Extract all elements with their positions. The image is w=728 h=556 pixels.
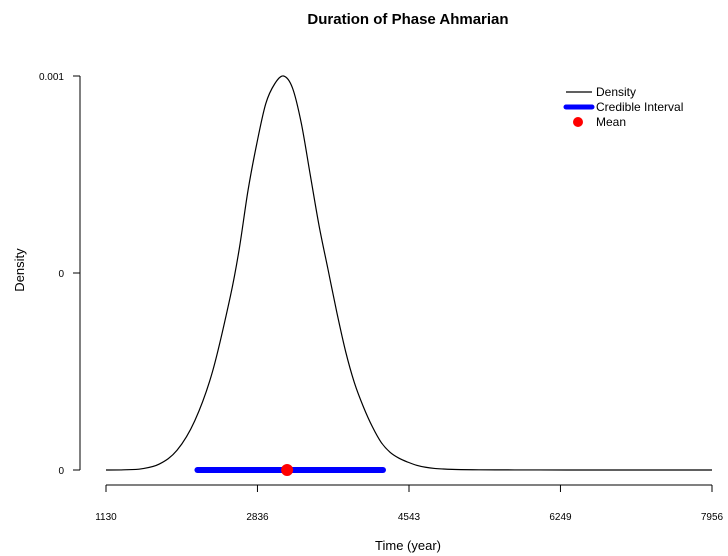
mean-point xyxy=(281,464,294,476)
x-axis-label: Time (year) xyxy=(375,538,441,553)
x-tick-label: 6249 xyxy=(549,512,572,523)
legend: Density Credible Interval Mean xyxy=(563,85,683,129)
x-ticks: 1130 2836 4543 6249 7956 xyxy=(95,485,724,523)
legend-mean-label: Mean xyxy=(596,115,626,129)
y-tick-label: 0.001 xyxy=(39,72,64,83)
legend-mean-swatch xyxy=(573,117,583,127)
y-tick-label: 0 xyxy=(58,269,64,280)
y-ticks: 0 0 0.001 xyxy=(39,72,80,477)
y-axis-label: Density xyxy=(12,248,27,292)
x-tick-label: 2836 xyxy=(246,512,269,523)
x-tick-label: 1130 xyxy=(95,512,117,523)
y-tick-label: 0 xyxy=(58,466,64,477)
chart-title: Duration of Phase Ahmarian xyxy=(307,11,508,28)
legend-density-label: Density xyxy=(596,85,636,99)
x-tick-label: 7956 xyxy=(701,512,724,523)
x-tick-label: 4543 xyxy=(398,512,421,523)
plot-area xyxy=(105,75,712,476)
density-curve xyxy=(105,75,712,471)
legend-credible-interval-label: Credible Interval xyxy=(596,100,683,114)
